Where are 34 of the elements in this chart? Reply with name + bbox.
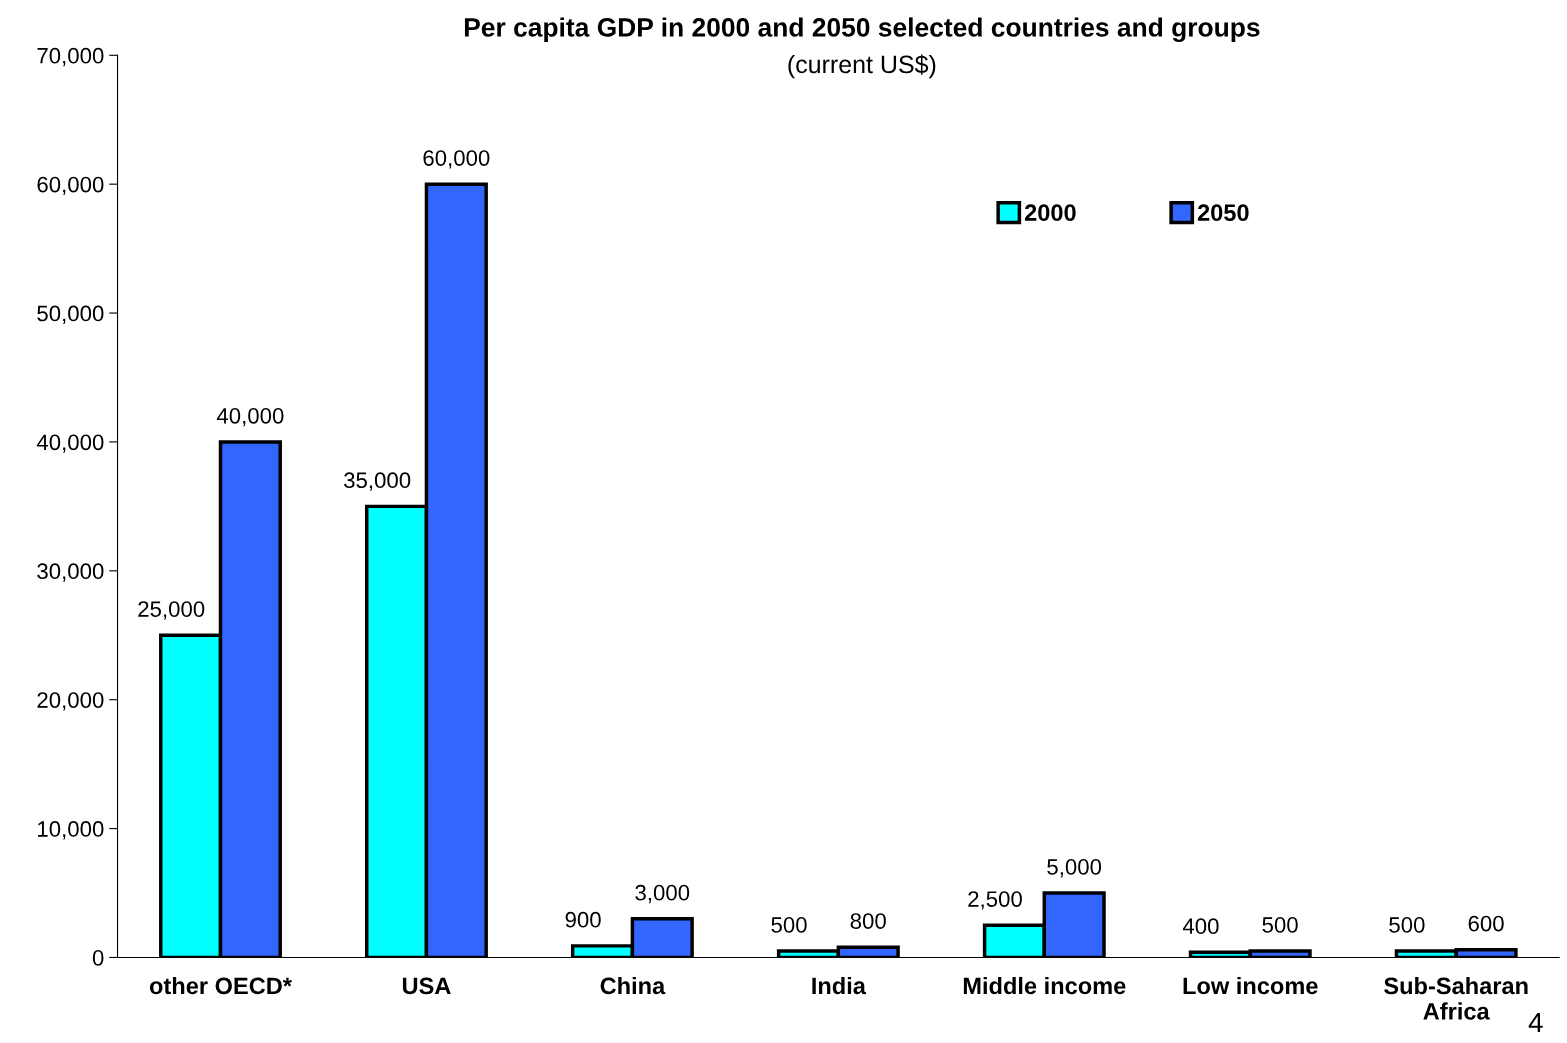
y-tick-label: 0 bbox=[92, 950, 104, 966]
data-label: 500 bbox=[1389, 917, 1425, 933]
y-tick-label: 50,000 bbox=[37, 305, 104, 324]
chart-title: Per capita GDP in 2000 and 2050 selected countries and groups bbox=[464, 17, 1260, 43]
data-label: 500 bbox=[771, 917, 807, 933]
y-tick-label: 30,000 bbox=[37, 563, 104, 582]
x-tick-label: China bbox=[600, 976, 666, 995]
y-tick-label: 70,000 bbox=[37, 47, 104, 67]
data-label: 600 bbox=[1468, 915, 1504, 932]
x-tick-label: India bbox=[812, 976, 867, 995]
x-tick-label: Middle income bbox=[963, 976, 1126, 995]
data-label: 25,000 bbox=[138, 601, 205, 620]
data-label: 40,000 bbox=[216, 407, 284, 427]
y-tick-label: 40,000 bbox=[36, 434, 104, 453]
data-label: 400 bbox=[1182, 918, 1219, 935]
data-label: 800 bbox=[850, 913, 886, 929]
data-label: 35,000 bbox=[344, 472, 411, 491]
text: 4 bbox=[1528, 1012, 1543, 1033]
data-label: 60,000 bbox=[423, 150, 490, 169]
data-label: 5,000 bbox=[1047, 859, 1102, 878]
x-tick-label: Low income bbox=[1183, 976, 1318, 995]
y-tick-label: 60,000 bbox=[37, 176, 104, 196]
data-label: 3,000 bbox=[635, 884, 690, 904]
data-label: 500 bbox=[1262, 917, 1298, 933]
x-tick-label: other OECD* bbox=[149, 976, 292, 995]
x-tick-label: USA bbox=[402, 977, 451, 995]
y-tick-label: 20,000 bbox=[37, 692, 104, 711]
legend-label: 2000 bbox=[1024, 204, 1076, 222]
chart-subtitle: (current US$) bbox=[788, 54, 936, 79]
x-tick-label: Sub-Saharan Africa bbox=[1384, 976, 1528, 1020]
data-label: 900 bbox=[565, 911, 601, 928]
y-tick-label: 10,000 bbox=[38, 821, 104, 840]
data-label: 2,500 bbox=[968, 891, 1022, 910]
legend-label: 2050 bbox=[1197, 204, 1249, 222]
